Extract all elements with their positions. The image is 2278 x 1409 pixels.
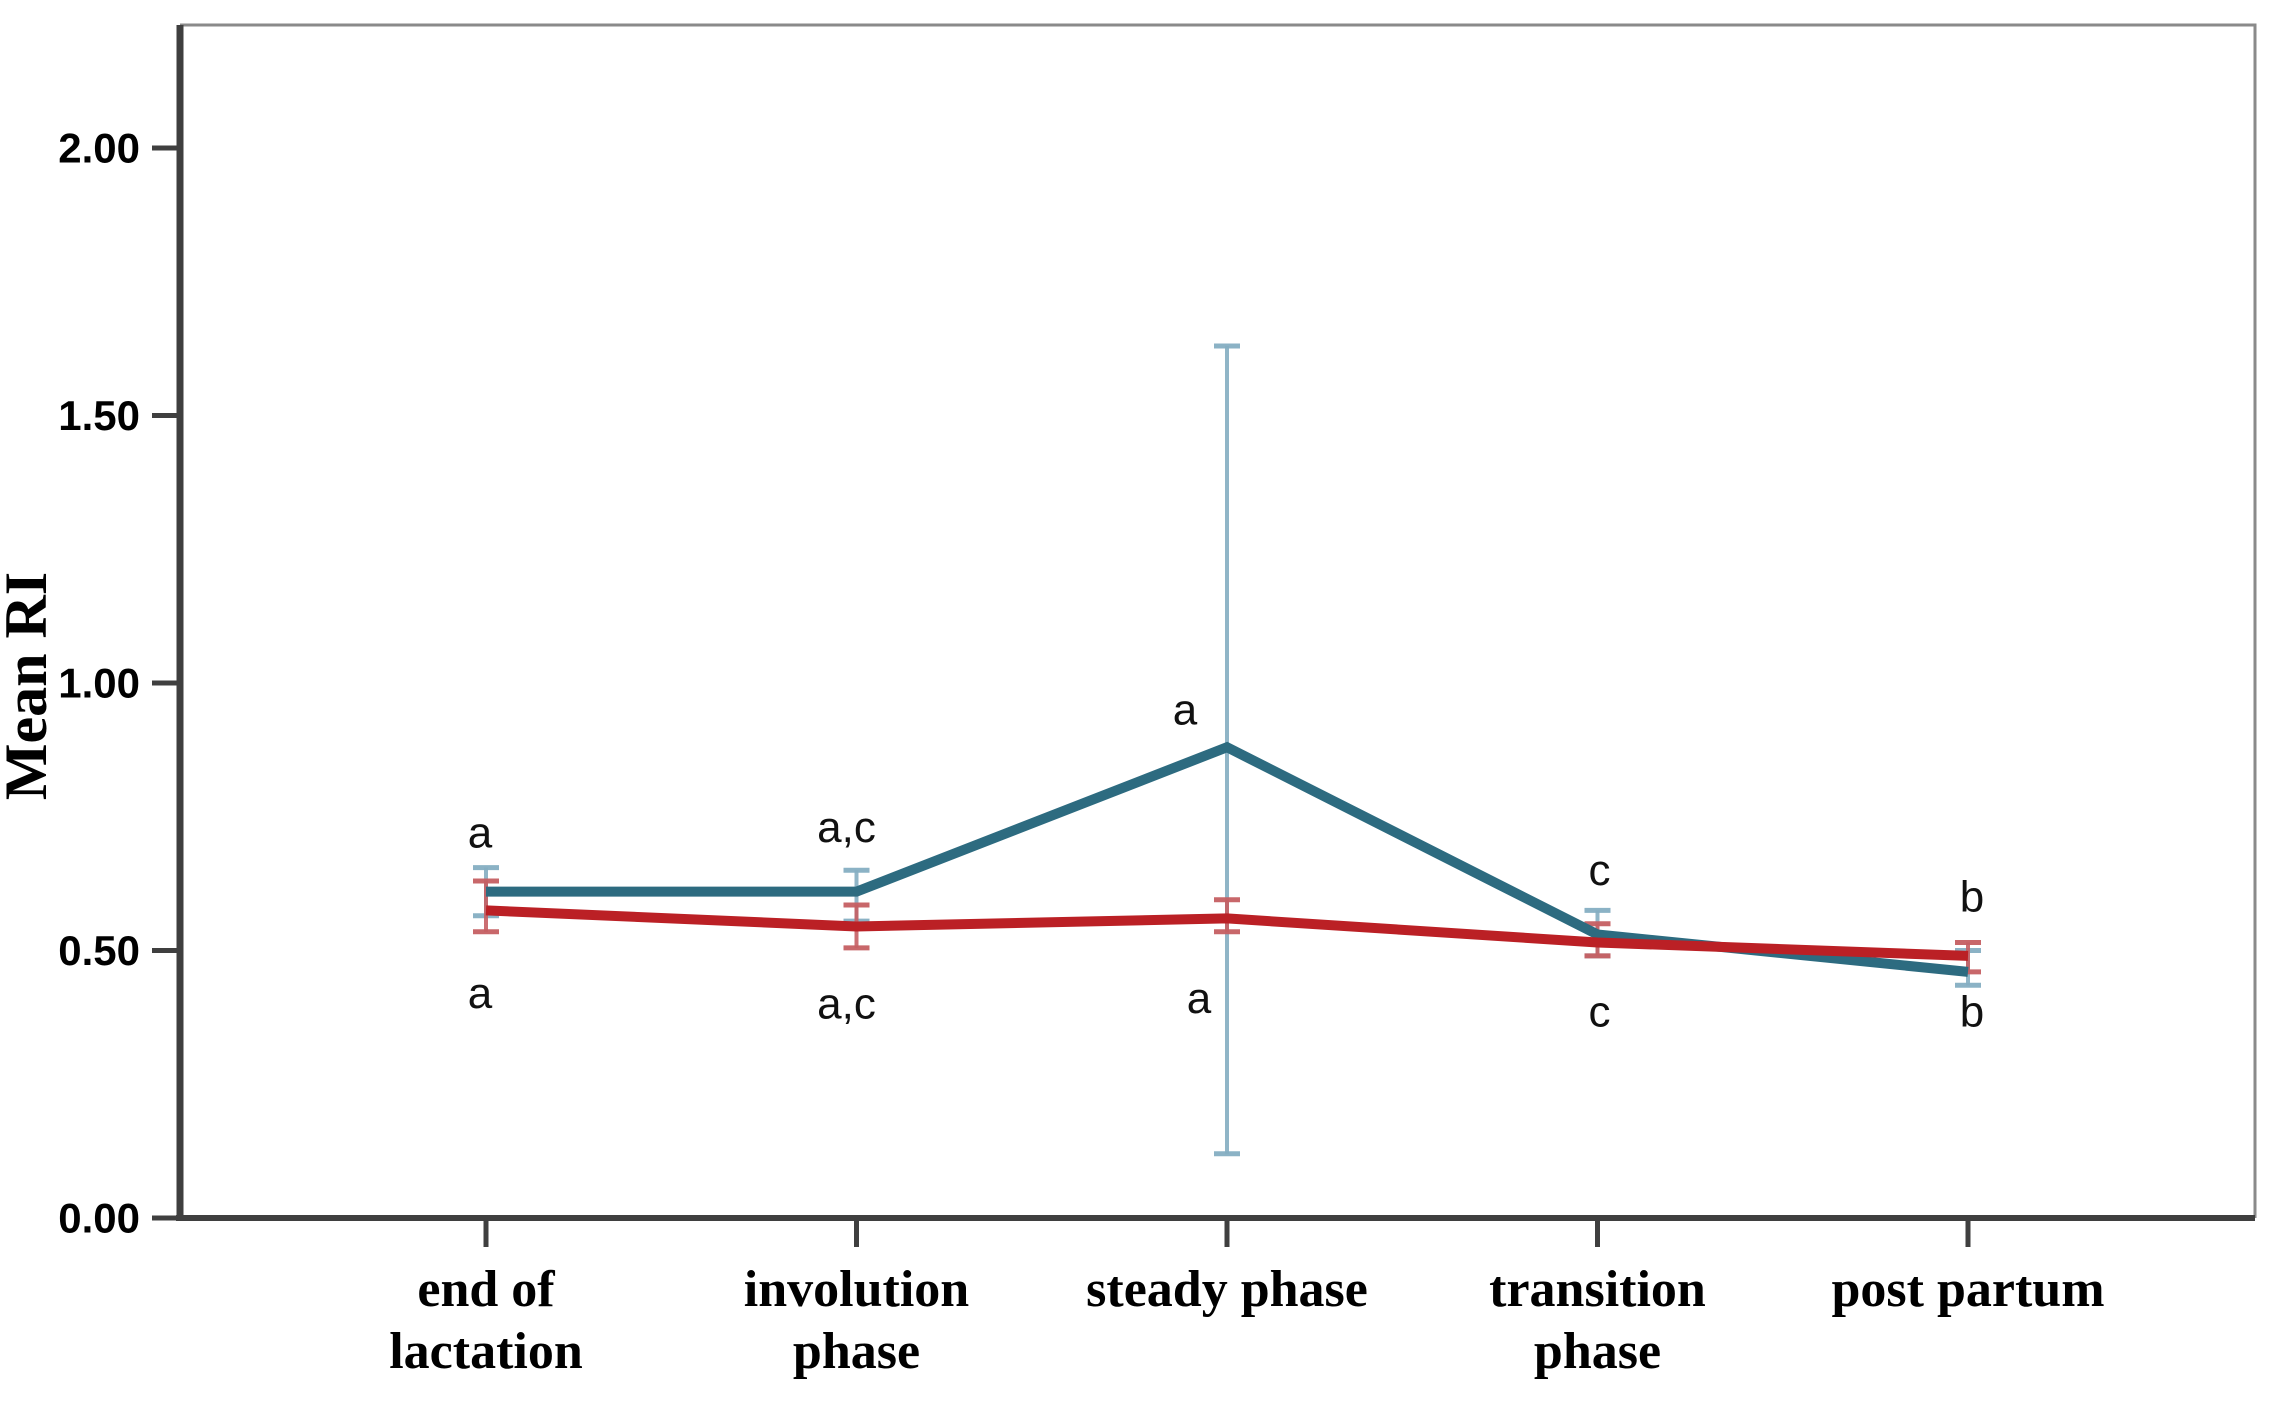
significance-letter: a,c xyxy=(817,803,876,852)
significance-letter: a xyxy=(1173,685,1198,734)
significance-letters: a a a,c a,c a a c c b b xyxy=(468,685,1984,1036)
x-category-label: involution phase xyxy=(744,1261,969,1380)
x-category-label: post partum xyxy=(1831,1261,2104,1318)
y-tick-label: 0.00 xyxy=(58,1195,140,1242)
y-tick-label: 2.00 xyxy=(58,125,140,172)
significance-letter: a xyxy=(1187,974,1212,1023)
y-tick-label: 1.50 xyxy=(58,392,140,439)
significance-letter: a xyxy=(468,969,493,1018)
x-category-label: steady phase xyxy=(1086,1261,1368,1318)
significance-letter: c xyxy=(1589,846,1611,895)
significance-letter: c xyxy=(1589,988,1611,1037)
significance-letter: a xyxy=(468,808,493,857)
y-axis-title: Mean RI xyxy=(0,572,59,800)
series-lines xyxy=(485,741,1969,977)
significance-letter: b xyxy=(1960,988,1984,1037)
y-tick-label: 1.00 xyxy=(58,660,140,707)
frame-border xyxy=(180,23,2257,1218)
red-series-line xyxy=(485,905,1969,961)
x-category-label: transition phase xyxy=(1489,1261,1706,1380)
significance-letter: b xyxy=(1960,873,1984,922)
plot-frame xyxy=(176,23,2257,1221)
x-category-label: end of lactation xyxy=(389,1261,583,1380)
significance-letter: a,c xyxy=(817,980,876,1029)
x-axis-ticks: end of lactation involution phase steady pha… xyxy=(389,1218,2105,1380)
y-axis-ticks: 2.00 1.50 1.00 0.50 0.00 xyxy=(58,125,180,1242)
y-tick-label: 0.50 xyxy=(58,927,140,974)
